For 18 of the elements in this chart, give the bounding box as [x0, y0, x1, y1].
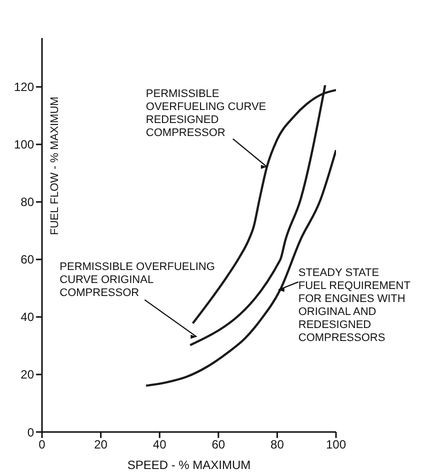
- y-tick-label: 120: [14, 80, 34, 94]
- y-tick-label: 60: [20, 252, 34, 267]
- y-tick-label: 40: [20, 310, 34, 324]
- x-tick-label: 40: [152, 438, 167, 452]
- y-tick-label: 100: [14, 138, 34, 152]
- y-tick-label: 20: [20, 368, 34, 382]
- x-tick-label: 80: [270, 438, 284, 452]
- x-axis-title: SPEED - % MAXIMUM: [127, 458, 251, 472]
- y-axis-title: FUEL FLOW - % MAXIMUM: [48, 96, 61, 235]
- annotation: STEADY STATE FUEL REQUIREMENT FOR ENGINES WITH ORIGINAL AND REDESIGNED COMPRESSORS: [298, 266, 411, 344]
- annotation: PERMISSIBLE OVERFUELING CURVE ORIGINAL COMPRESSOR: [60, 260, 215, 299]
- x-tick-label: 20: [94, 438, 108, 452]
- y-tick-label: 0: [27, 425, 34, 440]
- x-tick-label: 60: [212, 438, 226, 452]
- x-tick-label: 100: [326, 438, 346, 452]
- x-tick-label: 0: [38, 438, 46, 452]
- y-tick-label: 80: [20, 195, 34, 210]
- annotation: PERMISSIBLE OVERFUELING CURVE REDESIGNED COMPRESSOR: [146, 88, 266, 139]
